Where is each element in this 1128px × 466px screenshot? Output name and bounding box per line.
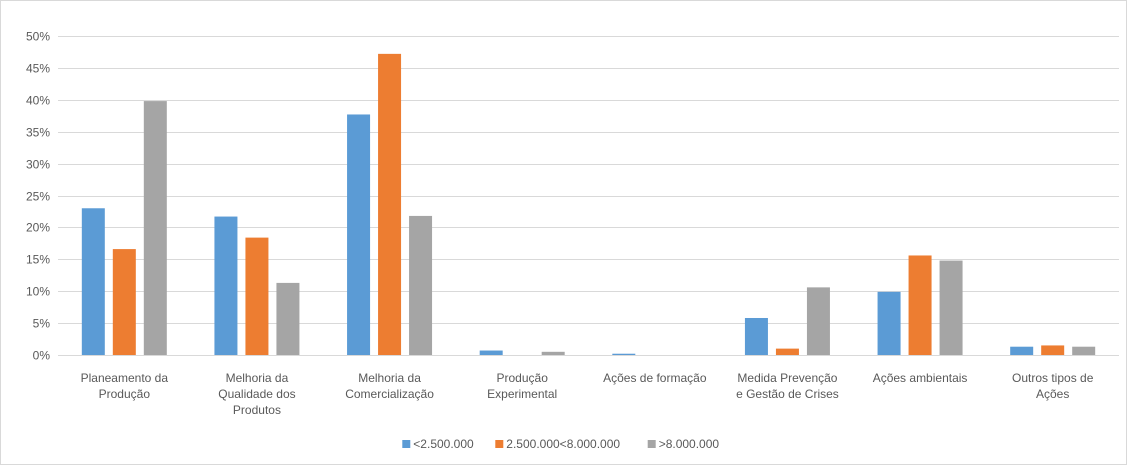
category-label: Melhoria da Qualidade dos Produtos xyxy=(218,371,295,417)
y-tick-label: 40% xyxy=(26,94,50,108)
bar xyxy=(347,114,371,355)
legend-label: 2.500.000<8.000.000 xyxy=(506,437,620,451)
category-labels: Planeamento da Produção Melhoria da Qualida… xyxy=(81,371,1094,417)
y-tick-label: 50% xyxy=(26,30,50,44)
legend: <2.500.000 2.500.000<8.000.000 >8.000.000 xyxy=(402,437,719,451)
bar xyxy=(81,208,105,355)
y-tick-label: 20% xyxy=(26,221,50,235)
bar xyxy=(276,282,300,355)
bar xyxy=(541,351,565,355)
bar xyxy=(1010,346,1034,355)
bar xyxy=(1041,345,1065,355)
legend-swatch xyxy=(495,440,504,448)
y-tick-label: 0% xyxy=(33,349,51,363)
y-tick-label: 45% xyxy=(26,62,50,76)
legend-swatch xyxy=(647,440,656,448)
legend-item: <2.500.000 xyxy=(402,437,474,451)
bar xyxy=(112,249,136,355)
y-tick-label: 35% xyxy=(26,126,50,140)
category-label: Outros tipos de Ações xyxy=(1012,371,1094,401)
category-label: Melhoria da Comercialização xyxy=(345,371,434,401)
bar xyxy=(908,255,932,355)
category-label: Ações ambientais xyxy=(873,371,968,385)
bar xyxy=(245,237,269,355)
bars xyxy=(81,53,1096,356)
bar xyxy=(612,353,636,355)
bar xyxy=(378,53,402,355)
bar xyxy=(806,287,830,355)
legend-item: >8.000.000 xyxy=(647,437,720,451)
bar xyxy=(744,317,768,355)
category-label: Medida Prevenção e Gestão de Crises xyxy=(736,371,839,401)
legend-swatch xyxy=(402,440,411,448)
bar xyxy=(1072,346,1096,355)
legend-label: <2.500.000 xyxy=(413,437,474,451)
y-axis-tick-labels: 0% 5% 10% 15% 20% 25% 30% 35% 40% 45% 50% xyxy=(26,30,50,363)
legend-label: >8.000.000 xyxy=(659,437,720,451)
bar xyxy=(479,350,503,355)
y-tick-label: 30% xyxy=(26,158,50,172)
bar xyxy=(214,216,238,355)
bar xyxy=(775,348,799,355)
bar xyxy=(143,101,167,356)
bar xyxy=(409,215,433,355)
y-tick-label: 5% xyxy=(33,317,51,331)
y-tick-label: 15% xyxy=(26,253,50,267)
category-label: Planeamento da Produção xyxy=(81,371,169,401)
bar xyxy=(877,291,901,355)
y-tick-label: 10% xyxy=(26,285,50,299)
category-label: Ações de formação xyxy=(603,371,707,385)
legend-item: 2.500.000<8.000.000 xyxy=(495,437,620,451)
bar xyxy=(939,260,963,355)
y-tick-label: 25% xyxy=(26,190,50,204)
category-label: Produção Experimental xyxy=(487,371,557,401)
